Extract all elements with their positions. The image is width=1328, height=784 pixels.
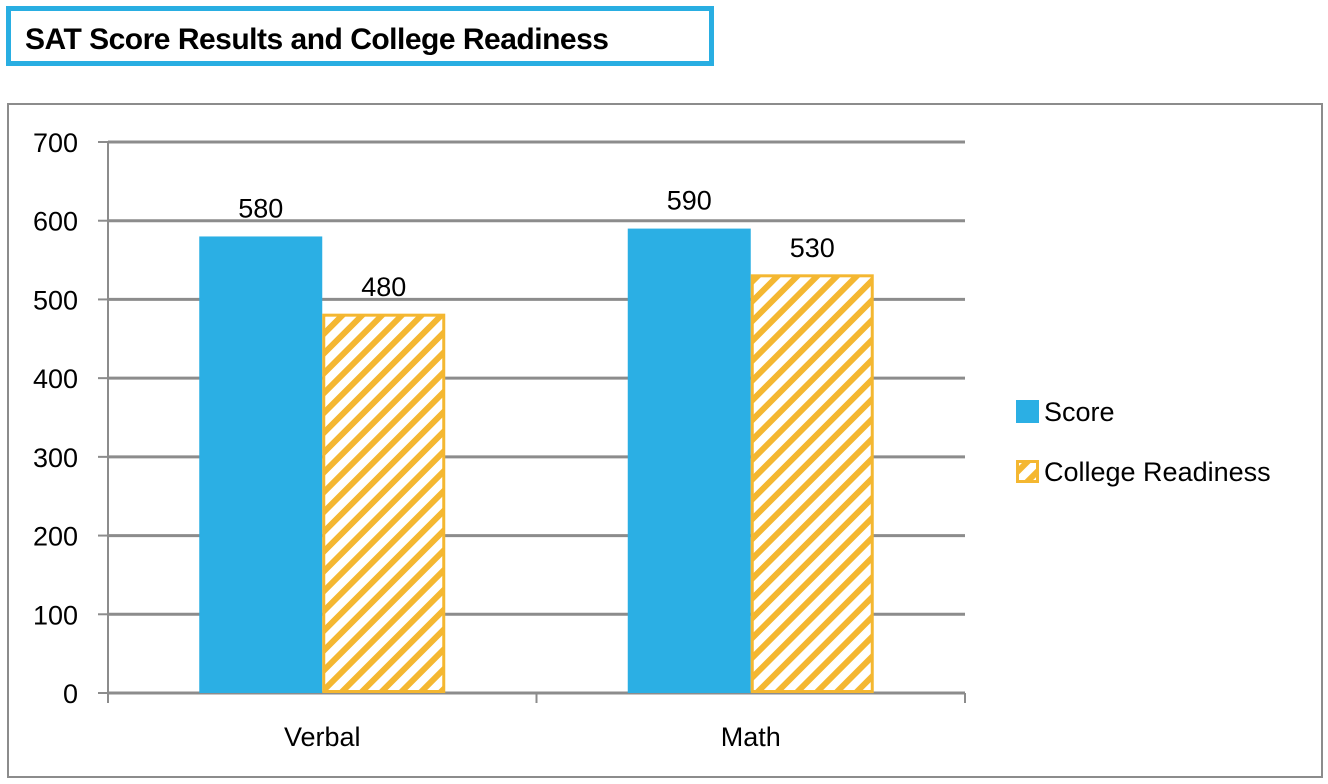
bar-score bbox=[627, 228, 751, 694]
data-label: 530 bbox=[790, 233, 835, 263]
legend-label: College Readiness bbox=[1044, 457, 1271, 487]
data-label: 590 bbox=[667, 186, 712, 216]
y-tick-label: 600 bbox=[33, 207, 78, 237]
bar-college-readiness bbox=[750, 274, 874, 693]
y-tick-label: 100 bbox=[33, 600, 78, 630]
x-tick-label: Math bbox=[721, 722, 781, 752]
legend-label: Score bbox=[1044, 397, 1115, 427]
data-label: 480 bbox=[361, 272, 406, 302]
legend-swatch-college-readiness bbox=[1016, 460, 1039, 483]
y-tick-label: 500 bbox=[33, 285, 78, 315]
y-tick-label: 700 bbox=[33, 128, 78, 158]
y-tick-label: 400 bbox=[33, 364, 78, 394]
legend-swatch-score bbox=[1016, 400, 1039, 423]
data-label: 580 bbox=[238, 193, 283, 223]
y-tick-label: 300 bbox=[33, 443, 78, 473]
chart-title-box: SAT Score Results and College Readiness bbox=[6, 6, 714, 66]
y-tick-label: 200 bbox=[33, 522, 78, 552]
y-tick-label: 0 bbox=[63, 679, 78, 709]
bar-score bbox=[199, 236, 323, 693]
bar-college-readiness bbox=[322, 313, 446, 693]
x-tick-label: Verbal bbox=[284, 722, 361, 752]
chart-title: SAT Score Results and College Readiness bbox=[25, 23, 609, 56]
